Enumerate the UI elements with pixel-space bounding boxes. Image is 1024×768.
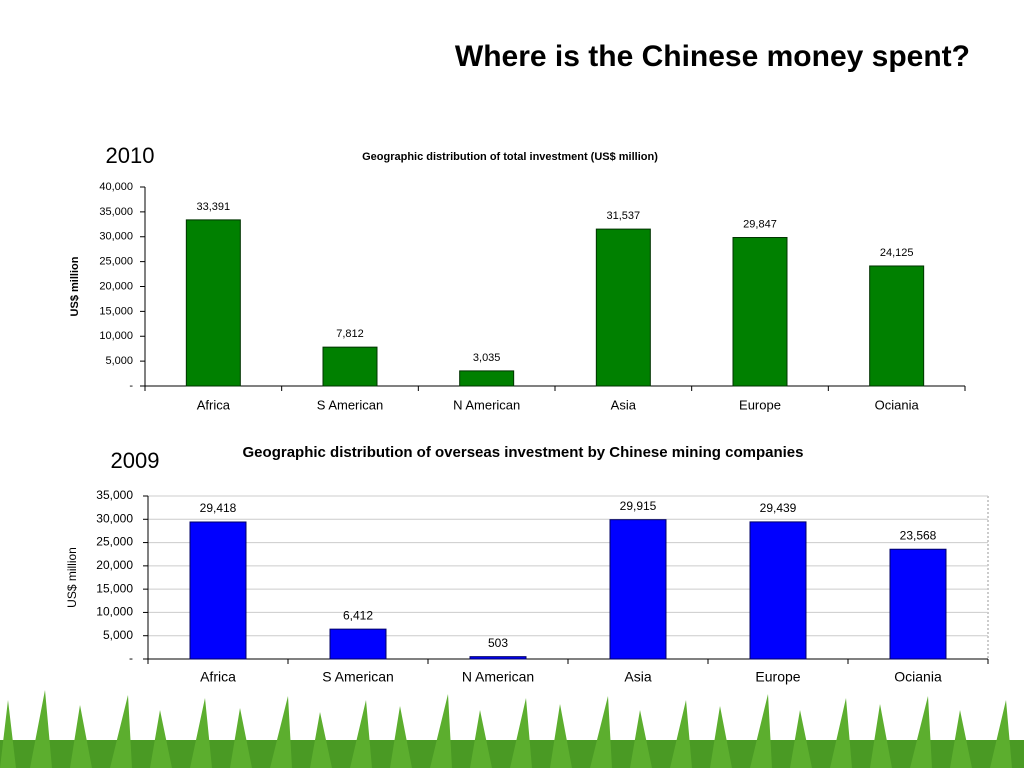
y-tick-label: 35,000 [99, 206, 133, 218]
x-tick-label: Ociania [894, 669, 942, 685]
value-label: 7,812 [336, 328, 364, 340]
bar [459, 370, 515, 387]
chart-year: 2010 [106, 143, 155, 168]
value-label: 23,568 [900, 528, 937, 542]
x-tick-label: N American [462, 669, 534, 685]
y-axis-label: US$ million [65, 547, 79, 608]
bar [189, 521, 247, 660]
x-tick-label: N American [453, 397, 520, 412]
value-label: 31,537 [607, 210, 641, 222]
value-label: 33,391 [197, 201, 231, 213]
x-tick-label: Asia [624, 669, 651, 685]
bar [609, 519, 667, 660]
grass-blades [0, 690, 1012, 768]
value-label: 29,915 [620, 499, 657, 513]
y-tick-label: 15,000 [99, 305, 133, 317]
y-tick-label: 10,000 [96, 605, 133, 619]
x-tick-label: Ociania [875, 397, 920, 412]
grass [0, 690, 1024, 768]
bar [749, 521, 807, 660]
plot-border [147, 495, 989, 660]
y-tick-label: 15,000 [96, 581, 133, 595]
bar [185, 219, 241, 387]
bar [889, 548, 947, 660]
y-tick-label: 5,000 [105, 355, 133, 367]
bar [322, 346, 378, 387]
value-label: 29,439 [760, 501, 797, 515]
value-label: 29,847 [743, 218, 777, 230]
x-tick-label: Africa [200, 669, 236, 685]
y-tick-label: - [129, 380, 133, 392]
y-tick-label: 30,000 [96, 511, 133, 525]
bar [469, 656, 527, 660]
y-tick-label: 25,000 [99, 256, 133, 268]
chart-title: Geographic distribution of total investm… [362, 151, 658, 163]
x-tick-label: Europe [755, 669, 800, 685]
y-tick-label: 40,000 [99, 181, 133, 193]
x-tick-label: Asia [611, 397, 637, 412]
bar [329, 628, 387, 660]
x-tick-label: Europe [739, 397, 781, 412]
y-tick-label: 30,000 [99, 231, 133, 243]
y-tick-label: 10,000 [99, 330, 133, 342]
value-label: 6,412 [343, 608, 373, 622]
value-label: 24,125 [880, 247, 914, 259]
slide-title: Where is the Chinese money spent? [455, 40, 970, 73]
y-tick-label: 5,000 [103, 628, 133, 642]
chart-title: Geographic distribution of overseas inve… [243, 444, 804, 461]
y-axis-label: US$ million [69, 256, 81, 316]
value-label: 3,035 [473, 352, 501, 364]
y-tick-label: 25,000 [96, 535, 133, 549]
chart-year: 2009 [111, 448, 160, 473]
x-tick-label: Africa [197, 397, 231, 412]
bar [732, 237, 788, 387]
y-tick-label: 20,000 [99, 280, 133, 292]
y-tick-label: 20,000 [96, 558, 133, 572]
y-tick-label: - [129, 651, 133, 665]
value-label: 503 [488, 636, 508, 650]
x-tick-label: S American [317, 397, 383, 412]
value-label: 29,418 [200, 501, 237, 515]
x-tick-label: S American [322, 669, 394, 685]
bar [869, 265, 925, 387]
y-tick-label: 35,000 [96, 488, 133, 502]
bar [595, 228, 651, 387]
